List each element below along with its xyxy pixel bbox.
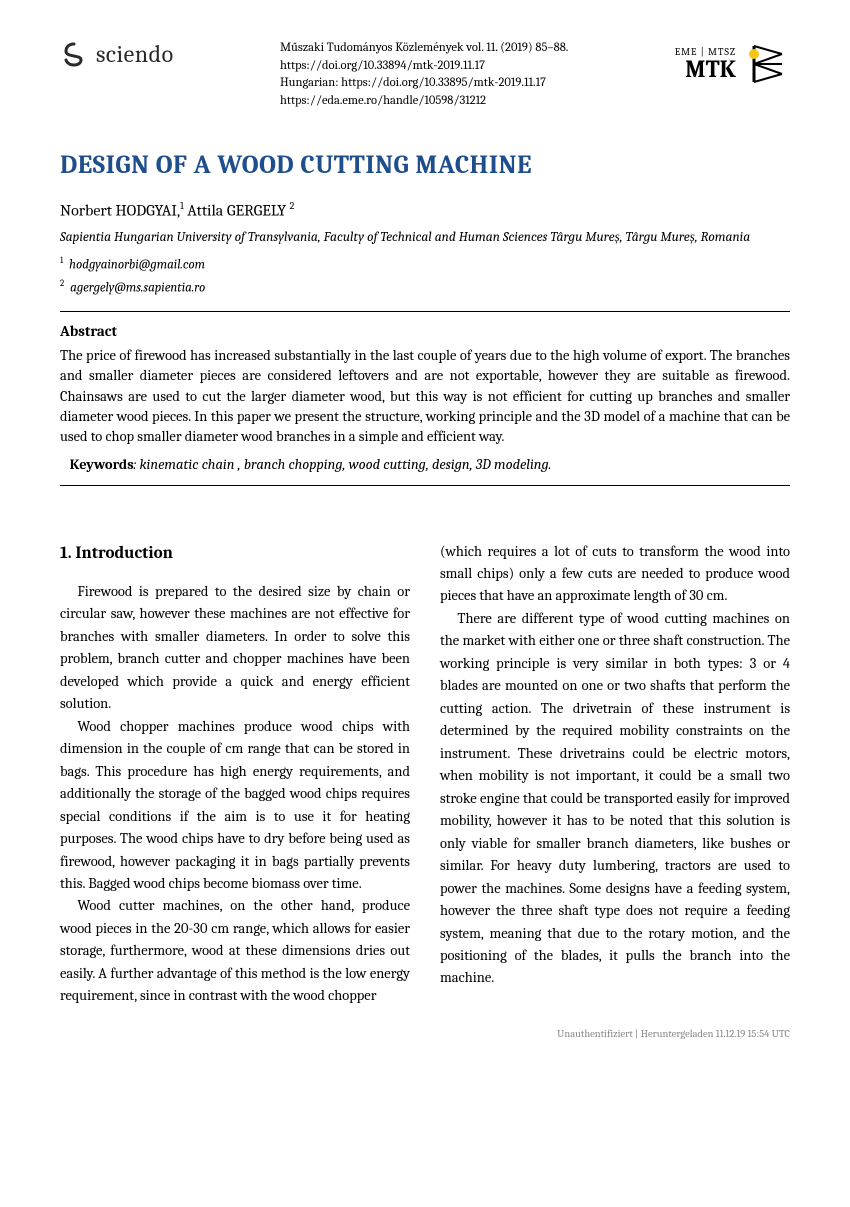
correspondence: 1 hodgyainorbi@gmail.com 2 agergely@ms.s… [60, 254, 790, 299]
journal-big: MTK [675, 57, 736, 81]
publication-meta: Műszaki Tudományos Közlemények vol. 11. … [280, 40, 568, 110]
meta-line: Hungarian: https://doi.org/10.33895/mtk-… [280, 75, 568, 93]
paper-title: DESIGN OF A WOOD CUTTING MACHINE [60, 150, 790, 180]
meta-line: Műszaki Tudományos Közlemények vol. 11. … [280, 40, 568, 58]
column-left: 1. Introduction Firewood is prepared to … [60, 541, 410, 1008]
section-heading: 1. Introduction [60, 541, 410, 567]
authors: Norbert HODGYAI,1 Attila GERGELY 2 [60, 200, 790, 219]
meta-line: https://doi.org/10.33894/mtk-2019.11.17 [280, 58, 568, 76]
header: sciendo Műszaki Tudományos Közlemények v… [60, 40, 790, 110]
email: hodgyainorbi@gmail.com [69, 258, 205, 273]
body-paragraph: Wood cutter machines, on the other hand,… [60, 895, 410, 1007]
journal-logo: EME | MTSZ MTK [675, 40, 790, 88]
keywords-label: Keywords [70, 456, 134, 473]
abstract-heading: Abstract [60, 322, 790, 340]
body-paragraph: There are different type of wood cutting… [440, 608, 790, 990]
keywords: Keywords: kinematic chain , branch chopp… [60, 456, 790, 473]
publisher-name: sciendo [96, 40, 174, 68]
column-right: (which requires a lot of cuts to transfo… [440, 541, 790, 1008]
author-sup: 2 [290, 200, 295, 212]
publisher-logo: sciendo [60, 40, 174, 68]
keywords-list: : kinematic chain , branch chopping, woo… [134, 456, 552, 473]
body-paragraph: Firewood is prepared to the desired size… [60, 581, 410, 716]
body-columns: 1. Introduction Firewood is prepared to … [60, 541, 790, 1008]
journal-icon [742, 40, 790, 88]
email-sup: 1 [60, 256, 63, 266]
abstract-body: The price of firewood has increased subs… [60, 346, 790, 447]
sciendo-icon [60, 40, 88, 68]
divider [60, 485, 790, 486]
author-name: Attila GERGELY [184, 201, 290, 219]
body-paragraph: Wood chopper machines produce wood chips… [60, 716, 410, 896]
divider [60, 311, 790, 312]
affiliation: Sapientia Hungarian University of Transy… [60, 229, 790, 248]
author-name: Norbert HODGYAI, [60, 201, 180, 219]
meta-line: https://eda.eme.ro/handle/10598/31212 [280, 93, 568, 111]
body-paragraph: (which requires a lot of cuts to transfo… [440, 541, 790, 608]
email-sup: 2 [60, 279, 64, 289]
page-footer: Unauthentifiziert | Heruntergeladen 11.1… [60, 1028, 790, 1040]
email: agergely@ms.sapientia.ro [70, 280, 205, 295]
